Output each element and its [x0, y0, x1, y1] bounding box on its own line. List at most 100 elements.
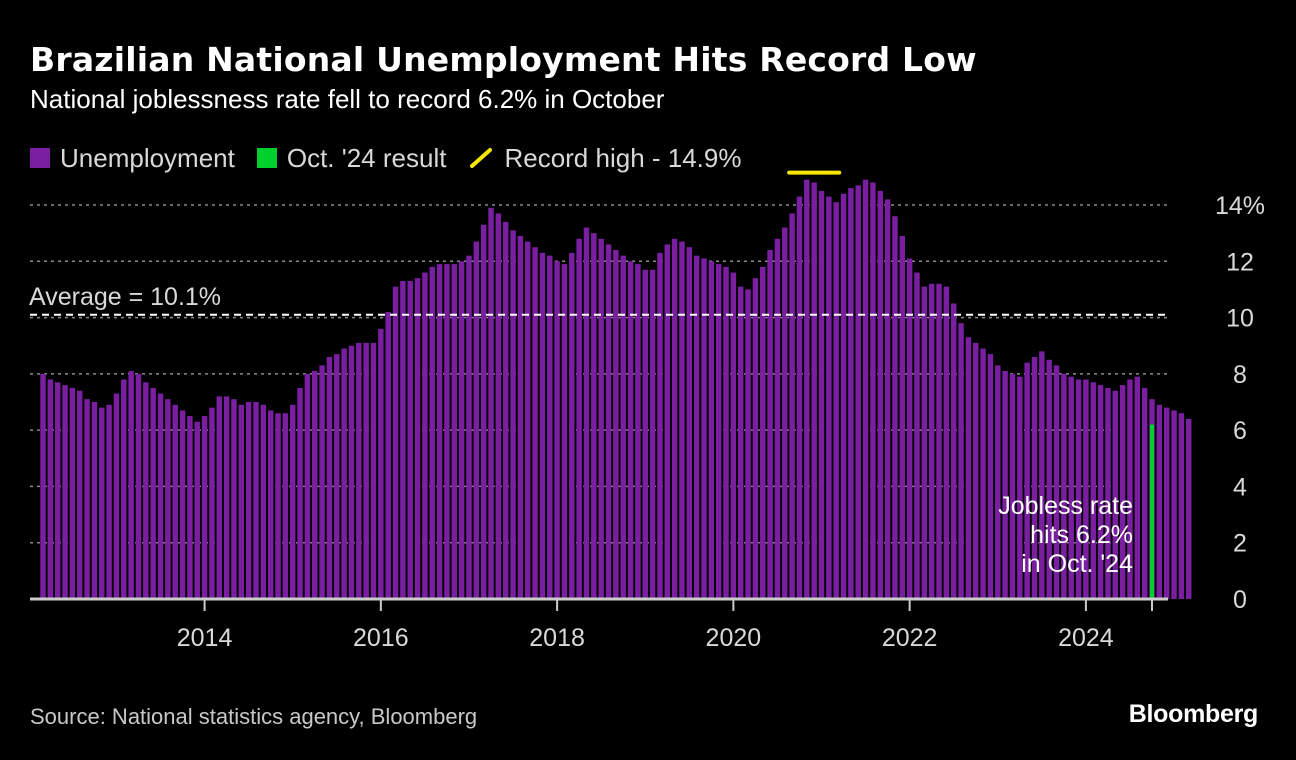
- bar: [47, 379, 54, 599]
- bar: [135, 373, 142, 599]
- bar: [510, 230, 516, 600]
- bar: [708, 261, 715, 599]
- x-tick-label: 2020: [706, 624, 762, 652]
- bar: [833, 202, 839, 599]
- bar: [319, 365, 325, 599]
- bar: [370, 342, 377, 599]
- bar: [995, 365, 1001, 599]
- bar: [157, 393, 164, 599]
- bar: [686, 247, 693, 599]
- bar: [1061, 373, 1067, 599]
- bar: [172, 404, 178, 599]
- bar: [737, 286, 744, 599]
- bar: [348, 345, 355, 599]
- bar: [282, 413, 289, 599]
- bar: [40, 373, 46, 599]
- bar: [209, 407, 215, 599]
- y-tick-label: 8: [1233, 361, 1247, 389]
- x-tick-label: 2016: [353, 624, 409, 652]
- bar: [99, 407, 105, 599]
- bar: [458, 261, 465, 599]
- bar: [473, 241, 480, 600]
- bar: [965, 337, 972, 599]
- bar: [870, 182, 876, 599]
- bar: [921, 286, 928, 599]
- bar: [855, 185, 861, 600]
- bar: [532, 247, 538, 599]
- bar: [1127, 379, 1133, 599]
- source-note: Source: National statistics agency, Bloo…: [30, 704, 478, 729]
- bar: [304, 373, 311, 599]
- chart-title: Brazilian National Unemployment Hits Rec…: [30, 40, 977, 79]
- bar: [334, 354, 340, 599]
- bar: [767, 250, 773, 599]
- bar: [862, 179, 869, 599]
- bar: [679, 241, 685, 600]
- bar: [1068, 376, 1074, 599]
- bar: [1009, 373, 1016, 599]
- bar: [980, 348, 986, 599]
- bar: [466, 255, 472, 599]
- legend-item-unemployment: Unemployment: [30, 143, 235, 174]
- bar: [554, 261, 560, 599]
- bar: [150, 387, 156, 599]
- bar: [77, 390, 83, 599]
- bar: [106, 404, 112, 599]
- bar: [1090, 382, 1096, 599]
- bar: [444, 264, 450, 599]
- y-tick-label: 6: [1233, 417, 1247, 445]
- annotation-line: Jobless rate: [998, 492, 1133, 520]
- bar: [488, 207, 494, 600]
- bar: [671, 238, 678, 599]
- bar: [906, 258, 913, 599]
- y-tick-label: 4: [1233, 473, 1247, 501]
- legend-label-unemployment: Unemployment: [60, 142, 235, 173]
- bar: [1178, 413, 1185, 599]
- bar: [1097, 385, 1104, 599]
- bar: [1134, 376, 1141, 599]
- bar: [760, 266, 766, 599]
- bar: [569, 252, 575, 600]
- bar: [840, 193, 847, 599]
- bar: [179, 410, 186, 599]
- legend-swatch-oct-result: [256, 148, 277, 168]
- bar: [943, 286, 950, 599]
- y-tick-label: 14%: [1215, 192, 1265, 220]
- bar: [429, 266, 435, 599]
- bar: [392, 286, 399, 599]
- bar: [583, 227, 590, 599]
- bar: [62, 385, 68, 599]
- bar: [657, 252, 663, 600]
- bar: [613, 250, 619, 599]
- bar: [914, 272, 920, 599]
- bar: [187, 416, 193, 599]
- bar: [547, 255, 553, 599]
- average-label: Average = 10.1%: [29, 283, 221, 311]
- bar: [54, 382, 61, 599]
- bar: [121, 379, 127, 599]
- legend-label-oct-result: Oct. '24 result: [286, 142, 447, 173]
- bar: [275, 413, 281, 599]
- bar: [576, 238, 582, 599]
- bar: [201, 416, 208, 599]
- bar: [936, 283, 942, 599]
- bar: [745, 289, 751, 599]
- bar: [289, 404, 296, 599]
- bar: [341, 348, 347, 599]
- bar: [635, 264, 641, 599]
- bar: [517, 235, 524, 599]
- bar: [502, 221, 509, 599]
- bar: [1002, 371, 1008, 599]
- bar: [385, 311, 391, 599]
- bar: [774, 238, 781, 599]
- bar: [326, 356, 333, 599]
- bar: [1039, 351, 1045, 599]
- bar: [723, 266, 729, 599]
- bar: [1163, 407, 1170, 599]
- bar: [84, 399, 90, 599]
- bar: [539, 252, 546, 600]
- bar: [664, 244, 670, 599]
- bar: [789, 213, 795, 599]
- bar: [1046, 359, 1052, 599]
- bar: [796, 196, 803, 600]
